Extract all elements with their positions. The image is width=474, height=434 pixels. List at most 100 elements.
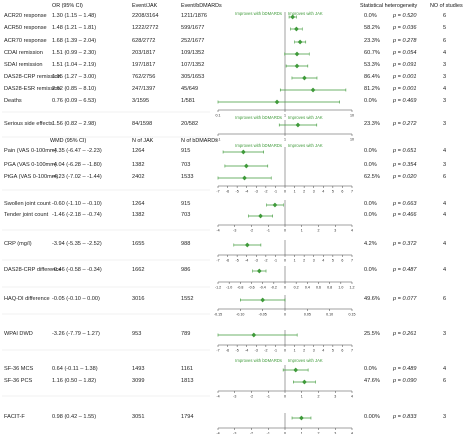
row-n-jak: 3016	[132, 296, 145, 302]
point-estimate	[290, 14, 296, 20]
row-n-jak: 762/2756	[132, 74, 156, 80]
row-estimate: 1.48 (1.21 – 1.81)	[52, 25, 97, 31]
row-label: PtGA (VAS 0-100mm)	[4, 174, 59, 180]
row-p-value: p = 0.077	[393, 296, 417, 302]
row-n-bdmard: 305/1653	[181, 74, 205, 80]
x-tick-label: -3	[255, 259, 258, 263]
x-tick-label: -4	[245, 190, 248, 194]
row-i2: 53.3%	[364, 62, 380, 68]
x-tick-label: -0.8	[237, 286, 243, 290]
x-tick-label: 4	[351, 395, 353, 399]
row-i2: 0.0%	[364, 148, 377, 154]
x-tick-label: -6	[226, 349, 229, 353]
header-n-jak: N of JAK	[132, 138, 154, 144]
row-i2: 60.7%	[364, 50, 380, 56]
x-tick-label: -6	[226, 259, 229, 263]
row-n-jak: 628/2772	[132, 38, 156, 44]
row-n-studies: 3	[443, 62, 447, 68]
point-estimate	[272, 202, 278, 208]
x-tick-label: 0	[284, 313, 286, 317]
x-tick-label: -4	[245, 349, 248, 353]
x-tick-label: 0.6	[316, 286, 321, 290]
x-tick-label: 0.8	[327, 286, 332, 290]
row-p-value: p = 0.001	[393, 86, 417, 92]
x-tick-label: -1.0	[226, 286, 232, 290]
x-tick-label: -0.4	[260, 286, 266, 290]
row-n-studies: 4	[443, 201, 447, 207]
row-i2: 0.0%	[364, 212, 377, 218]
row-i2: 81.2%	[364, 86, 380, 92]
row-n-bdmard: 789	[181, 331, 191, 337]
row-n-studies: 6	[443, 174, 447, 180]
row-i2: 58.2%	[364, 25, 380, 31]
row-n-bdmard: 986	[181, 267, 191, 273]
x-tick-label: 10	[350, 114, 354, 118]
x-tick-label: 10	[350, 138, 354, 142]
x-tick-label: -1	[267, 229, 270, 233]
row-n-jak: 3051	[132, 414, 145, 420]
x-tick-label: 3	[334, 432, 336, 434]
row-n-jak: 1264	[132, 201, 145, 207]
row-i2: 0.0%	[364, 366, 377, 372]
x-tick-label: 0	[284, 432, 286, 434]
x-tick-label: 1.2	[350, 286, 355, 290]
row-n-bdmard: 1211/1876	[181, 13, 208, 19]
row-n-jak: 1222/2772	[132, 25, 159, 31]
row-n-studies: 3	[443, 98, 447, 104]
x-tick-label: 7	[351, 190, 353, 194]
x-tick-label: 0	[284, 395, 286, 399]
row-estimate: 1.56 (0.82 – 2.98)	[52, 121, 97, 127]
x-tick-label: 1	[284, 138, 286, 142]
row-n-bdmard: 703	[181, 162, 191, 168]
row-label: Tender joint count	[4, 212, 49, 218]
x-tick-label: -1	[267, 432, 270, 434]
point-estimate	[258, 213, 263, 219]
row-n-bdmard: 1813	[181, 378, 194, 384]
row-n-bdmard: 1533	[181, 174, 194, 180]
point-estimate	[256, 268, 262, 274]
x-tick-label: -3	[255, 349, 258, 353]
x-tick-label: 2	[318, 432, 320, 434]
x-tick-label: -2	[264, 349, 267, 353]
row-n-jak: 2402	[132, 174, 145, 180]
row-n-studies: 4	[443, 366, 447, 372]
row-estimate: 0.64 (-0.11 – 1.38)	[52, 366, 98, 372]
row-label: ACR70 response	[4, 38, 47, 44]
favour-right-label: Improves with JAK	[288, 143, 323, 148]
x-tick-label: -7	[216, 259, 219, 263]
x-tick-label: -0.2	[271, 286, 277, 290]
row-estimate: 1.51 (1.04 – 2.19)	[52, 62, 97, 68]
x-tick-label: 0	[284, 349, 286, 353]
row-estimate: -4.35 (-6.47 – -2.23)	[52, 148, 102, 154]
row-n-studies: 3	[443, 121, 447, 127]
row-n-bdmard: 1552	[181, 296, 194, 302]
row-i2: 49.6%	[364, 296, 380, 302]
row-n-studies: 6	[443, 296, 447, 302]
x-tick-label: -2	[250, 229, 253, 233]
x-tick-label: -1	[274, 190, 277, 194]
row-n-bdmard: 703	[181, 212, 191, 218]
row-label: Deaths	[4, 98, 22, 104]
x-tick-label: 1.0	[338, 286, 343, 290]
row-i2: 0.0%	[364, 201, 377, 207]
x-tick-label: 0.05	[304, 313, 311, 317]
x-tick-label: -2	[250, 432, 253, 434]
point-estimate	[310, 87, 316, 93]
x-tick-label: 6	[341, 349, 343, 353]
row-n-bdmard: 1/581	[181, 98, 195, 104]
row-n-jak: 1655	[132, 241, 145, 247]
header-events-jak: Event/JAK	[132, 3, 158, 9]
point-estimate	[242, 175, 247, 181]
x-tick-label: 0	[284, 190, 286, 194]
x-tick-label: 5	[332, 190, 334, 194]
row-label: CRP (mg/l)	[4, 241, 32, 247]
row-n-jak: 84/1598	[132, 121, 153, 127]
row-estimate: -0.46 (-0.58 – -0.34)	[52, 267, 102, 273]
x-tick-label: 0.10	[326, 313, 333, 317]
row-n-bdmard: 1161	[181, 366, 194, 372]
row-estimate: -4.23 (-7.02 – -1.44)	[52, 174, 102, 180]
row-i2: 0.0%	[364, 98, 377, 104]
row-label: SF-36 MCS	[4, 366, 34, 372]
x-tick-label: 1	[301, 432, 303, 434]
row-label: WPAI DWD	[4, 331, 33, 337]
